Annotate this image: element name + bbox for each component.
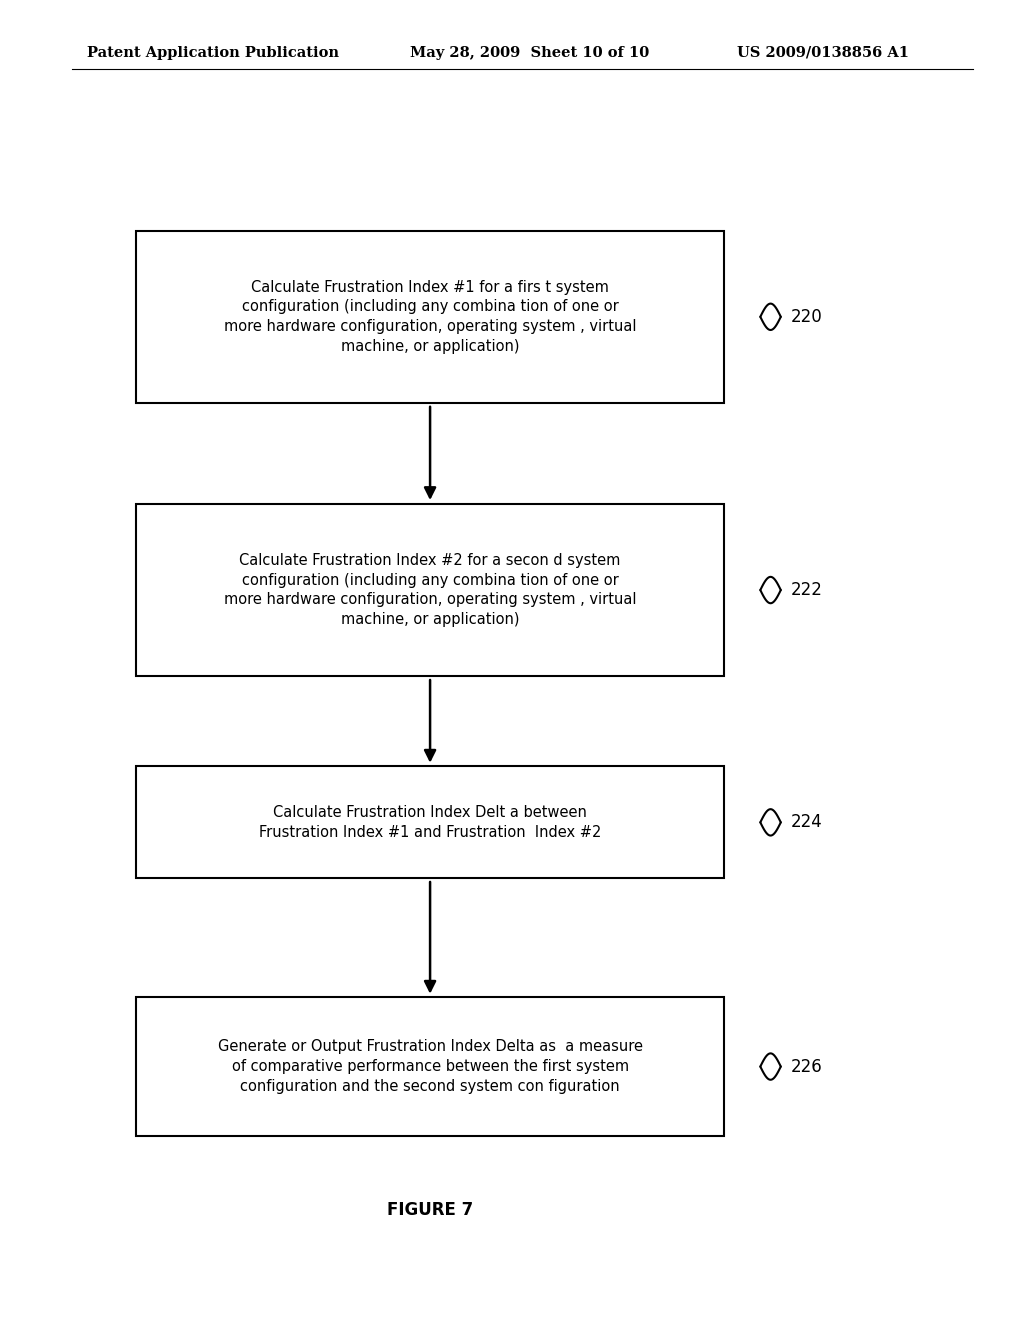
Text: May 28, 2009  Sheet 10 of 10: May 28, 2009 Sheet 10 of 10 [410,46,649,59]
Text: 222: 222 [792,581,823,599]
Text: Calculate Frustration Index Delt a between
Frustration Index #1 and Frustration : Calculate Frustration Index Delt a betwe… [259,805,601,840]
Text: Patent Application Publication: Patent Application Publication [87,46,339,59]
Text: 226: 226 [792,1057,823,1076]
FancyBboxPatch shape [135,998,725,1135]
Text: 220: 220 [792,308,823,326]
FancyBboxPatch shape [135,766,725,879]
Text: Calculate Frustration Index #2 for a secon d system
configuration (including any: Calculate Frustration Index #2 for a sec… [224,553,636,627]
FancyBboxPatch shape [135,504,725,676]
Text: FIGURE 7: FIGURE 7 [387,1201,473,1220]
FancyBboxPatch shape [135,231,725,403]
Text: 224: 224 [792,813,823,832]
Text: Generate or Output Frustration Index Delta as  a measure
of comparative performa: Generate or Output Frustration Index Del… [217,1039,643,1094]
Text: US 2009/0138856 A1: US 2009/0138856 A1 [737,46,909,59]
Text: Calculate Frustration Index #1 for a firs t system
configuration (including any : Calculate Frustration Index #1 for a fir… [224,280,636,354]
